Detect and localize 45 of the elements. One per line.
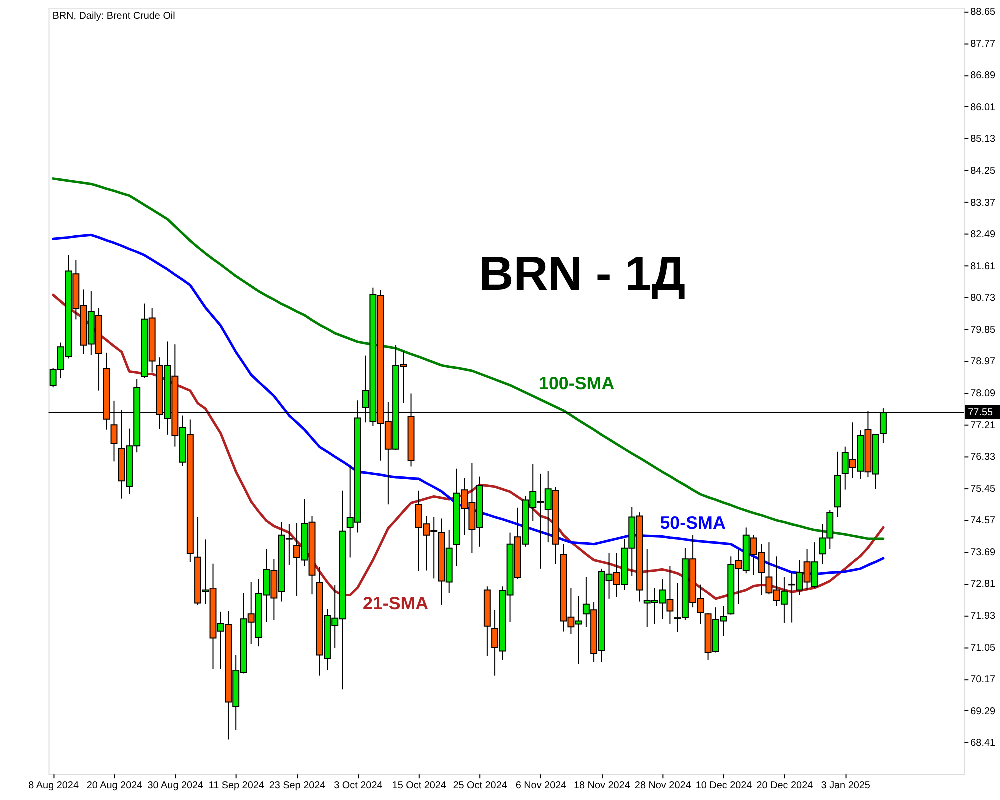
y-tick-label: 81.61 [970, 261, 996, 272]
y-tick-label: 80.73 [970, 293, 996, 304]
y-tick-label: 69.29 [970, 706, 996, 718]
x-tick-label: 28 Nov 2024 [634, 780, 692, 792]
y-tick-label: 71.05 [970, 642, 996, 654]
y-tick-label: 86.01 [970, 102, 996, 114]
y-tick-label: 74.57 [970, 516, 996, 527]
x-tick-label: 3 Jan 2025 [821, 780, 871, 792]
y-tick-label: 78.09 [970, 388, 996, 400]
annotation: BRN - 1Д [479, 248, 686, 302]
y-tick-label: 78.97 [970, 356, 996, 368]
x-tick-label: 8 Aug 2024 [28, 780, 80, 792]
y-tick-label: 77.21 [970, 420, 996, 432]
y-tick-label: 82.49 [970, 230, 996, 241]
x-tick-label: 15 Oct 2024 [392, 780, 447, 792]
y-tick-label: 73.69 [970, 547, 996, 558]
x-tick-label: 30 Aug 2024 [148, 780, 204, 792]
chart-title: BRN, Daily: Brent Crude Oil [52, 10, 176, 22]
y-tick-label: 75.45 [970, 484, 996, 495]
y-tick-label: 71.93 [970, 611, 996, 622]
y-tick-label: 68.41 [970, 738, 996, 750]
y-tick-label: 85.13 [970, 134, 996, 146]
series-label: 50-SMA [660, 512, 726, 533]
x-tick-label: 3 Oct 2024 [334, 780, 384, 792]
y-tick-label: 70.17 [970, 674, 996, 686]
x-tick-label: 25 Oct 2024 [453, 780, 508, 792]
series-label: 100-SMA [539, 374, 615, 394]
x-tick-label: 11 Sep 2024 [208, 780, 265, 792]
line-series [52, 178, 885, 540]
y-tick-label: 83.37 [970, 198, 996, 209]
ref-line-label: 77.55 [968, 408, 994, 419]
x-tick-label: 20 Aug 2024 [86, 780, 144, 792]
series-label: 21-SMA [362, 594, 429, 614]
x-tick-label: 23 Sep 2024 [269, 780, 326, 792]
y-tick-label: 84.25 [970, 166, 996, 177]
y-tick-label: 79.85 [970, 324, 996, 336]
x-tick-label: 20 Dec 2024 [756, 780, 814, 792]
y-tick-label: 88.65 [970, 7, 996, 18]
x-tick-label: 18 Nov 2024 [574, 780, 631, 792]
y-tick-label: 87.77 [970, 38, 996, 50]
x-tick-label: 6 Nov 2024 [516, 780, 568, 792]
y-tick-label: 86.89 [970, 70, 996, 82]
y-tick-label: 72.81 [970, 579, 996, 590]
x-tick-label: 10 Dec 2024 [696, 780, 753, 792]
y-tick-label: 76.33 [970, 452, 996, 464]
